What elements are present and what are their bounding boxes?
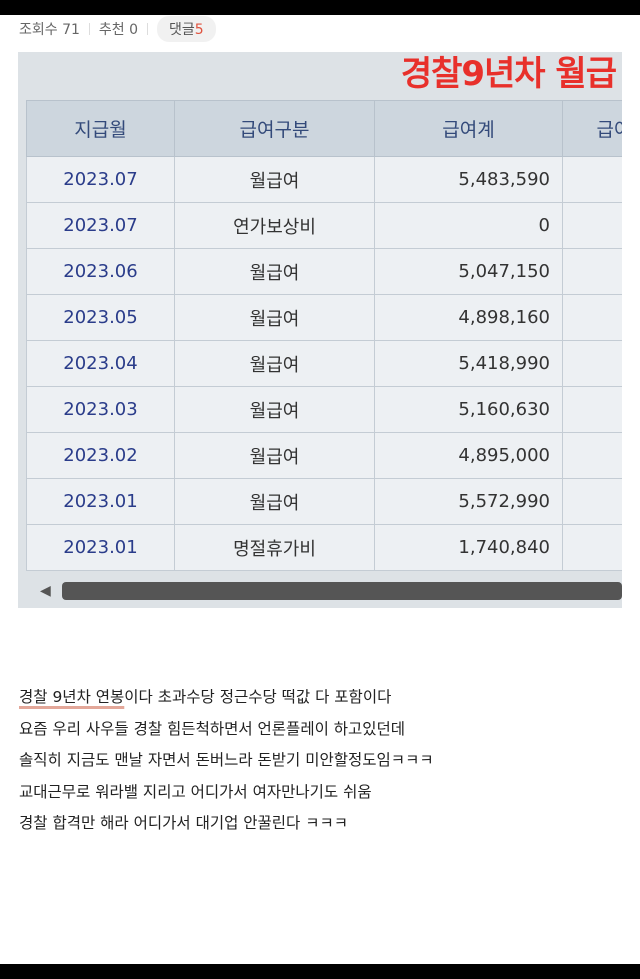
pay-type: 월급여 bbox=[174, 156, 375, 203]
scroll-left-icon[interactable]: ◀ bbox=[40, 583, 51, 599]
post-line: 교대근무로 워라밸 지리고 어디가서 여자만나기도 쉬움 bbox=[19, 782, 372, 801]
salary-photo: 경찰9년차 월급 지급월급여구분급여계급여 2023.07월급여5,483,59… bbox=[18, 52, 622, 608]
view-count: 조회수 71 bbox=[19, 22, 80, 38]
table-row: 2023.01 명절휴가비 1,740,840 bbox=[26, 524, 622, 571]
post-line: 경찰 9년차 연봉이다 초과수당 정근수당 떡값 다 포함이다 bbox=[19, 682, 434, 714]
table-cell bbox=[562, 478, 622, 525]
table-row: 2023.07 연가보상비 0 bbox=[26, 202, 622, 249]
table-row: 2023.06 월급여 5,047,150 bbox=[26, 248, 622, 295]
table-row: 2023.05 월급여 4,898,160 bbox=[26, 294, 622, 341]
bottom-bar bbox=[0, 964, 640, 979]
divider bbox=[88, 23, 90, 35]
pay-month: 2023.05 bbox=[26, 294, 175, 341]
pay-type: 월급여 bbox=[174, 386, 375, 433]
pay-type: 월급여 bbox=[174, 248, 375, 295]
table-cell bbox=[562, 340, 622, 387]
highlighted-text: 경찰 9년차 연봉 bbox=[19, 688, 125, 706]
pay-total: 1,740,840 bbox=[374, 524, 563, 571]
salary-table: 지급월급여구분급여계급여 2023.07월급여5,483,5902023.07연… bbox=[26, 100, 622, 571]
pay-total: 5,483,590 bbox=[374, 156, 563, 203]
post-line: 요즘 우리 사우들 경찰 힘든척하면서 언론플레이 하고있던데 bbox=[19, 719, 406, 738]
column-header: 급여계 bbox=[374, 100, 563, 157]
pay-month: 2023.03 bbox=[26, 386, 175, 433]
pay-type: 월급여 bbox=[174, 340, 375, 387]
comments-button[interactable]: 댓글5 bbox=[157, 16, 216, 42]
like-count: 추천 0 bbox=[98, 22, 139, 38]
table-row: 2023.03 월급여 5,160,630 bbox=[26, 386, 622, 433]
table-cell bbox=[562, 248, 622, 295]
table-row: 2023.07 월급여 5,483,590 bbox=[26, 156, 622, 203]
pay-type: 월급여 bbox=[174, 478, 375, 525]
table-cell bbox=[562, 202, 622, 249]
pay-total: 4,898,160 bbox=[374, 294, 563, 341]
post-line: 솔직히 지금도 맨날 자면서 돈버느라 돈받기 미안할정도임ㅋㅋㅋ bbox=[19, 751, 434, 769]
pay-month: 2023.01 bbox=[26, 524, 175, 571]
post-stats: 조회수 71 추천 0 댓글5 bbox=[19, 16, 216, 42]
post-line: 경찰 합격만 해라 어디가서 대기업 안꿀린다 ㅋㅋㅋ bbox=[19, 814, 349, 832]
pay-total: 4,895,000 bbox=[374, 432, 563, 479]
pay-total: 5,047,150 bbox=[374, 248, 563, 295]
pay-total: 5,572,990 bbox=[374, 478, 563, 525]
pay-month: 2023.07 bbox=[26, 156, 175, 203]
pay-month: 2023.01 bbox=[26, 478, 175, 525]
post-text: 이다 초과수당 정근수당 떡값 다 포함이다 bbox=[124, 688, 392, 706]
pay-month: 2023.07 bbox=[26, 202, 175, 249]
table-cell bbox=[562, 386, 622, 433]
table-cell bbox=[562, 524, 622, 571]
column-header: 지급월 bbox=[26, 100, 175, 157]
pay-type: 명절휴가비 bbox=[174, 524, 375, 571]
pay-month: 2023.02 bbox=[26, 432, 175, 479]
table-cell bbox=[562, 432, 622, 479]
pay-type: 연가보상비 bbox=[174, 202, 375, 249]
table-cell bbox=[562, 294, 622, 341]
post-body: 경찰 9년차 연봉이다 초과수당 정근수당 떡값 다 포함이다 요즘 우리 사우… bbox=[19, 682, 434, 840]
comments-label: 댓글 bbox=[169, 22, 195, 38]
table-row: 2023.01 월급여 5,572,990 bbox=[26, 478, 622, 525]
pay-type: 월급여 bbox=[174, 432, 375, 479]
horizontal-scrollbar[interactable] bbox=[62, 582, 622, 600]
table-row: 2023.02 월급여 4,895,000 bbox=[26, 432, 622, 479]
comments-count: 5 bbox=[194, 22, 204, 38]
pay-total: 5,418,990 bbox=[374, 340, 563, 387]
table-cell bbox=[562, 156, 622, 203]
table-row: 2023.04 월급여 5,418,990 bbox=[26, 340, 622, 387]
column-header: 급여 bbox=[562, 100, 622, 157]
pay-type: 월급여 bbox=[174, 294, 375, 341]
column-header: 급여구분 bbox=[174, 100, 375, 157]
overlay-title: 경찰9년차 월급 bbox=[400, 54, 617, 94]
divider bbox=[147, 23, 149, 35]
pay-month: 2023.04 bbox=[26, 340, 175, 387]
pay-month: 2023.06 bbox=[26, 248, 175, 295]
pay-total: 0 bbox=[374, 202, 563, 249]
pay-total: 5,160,630 bbox=[374, 386, 563, 433]
top-bar bbox=[0, 0, 640, 15]
